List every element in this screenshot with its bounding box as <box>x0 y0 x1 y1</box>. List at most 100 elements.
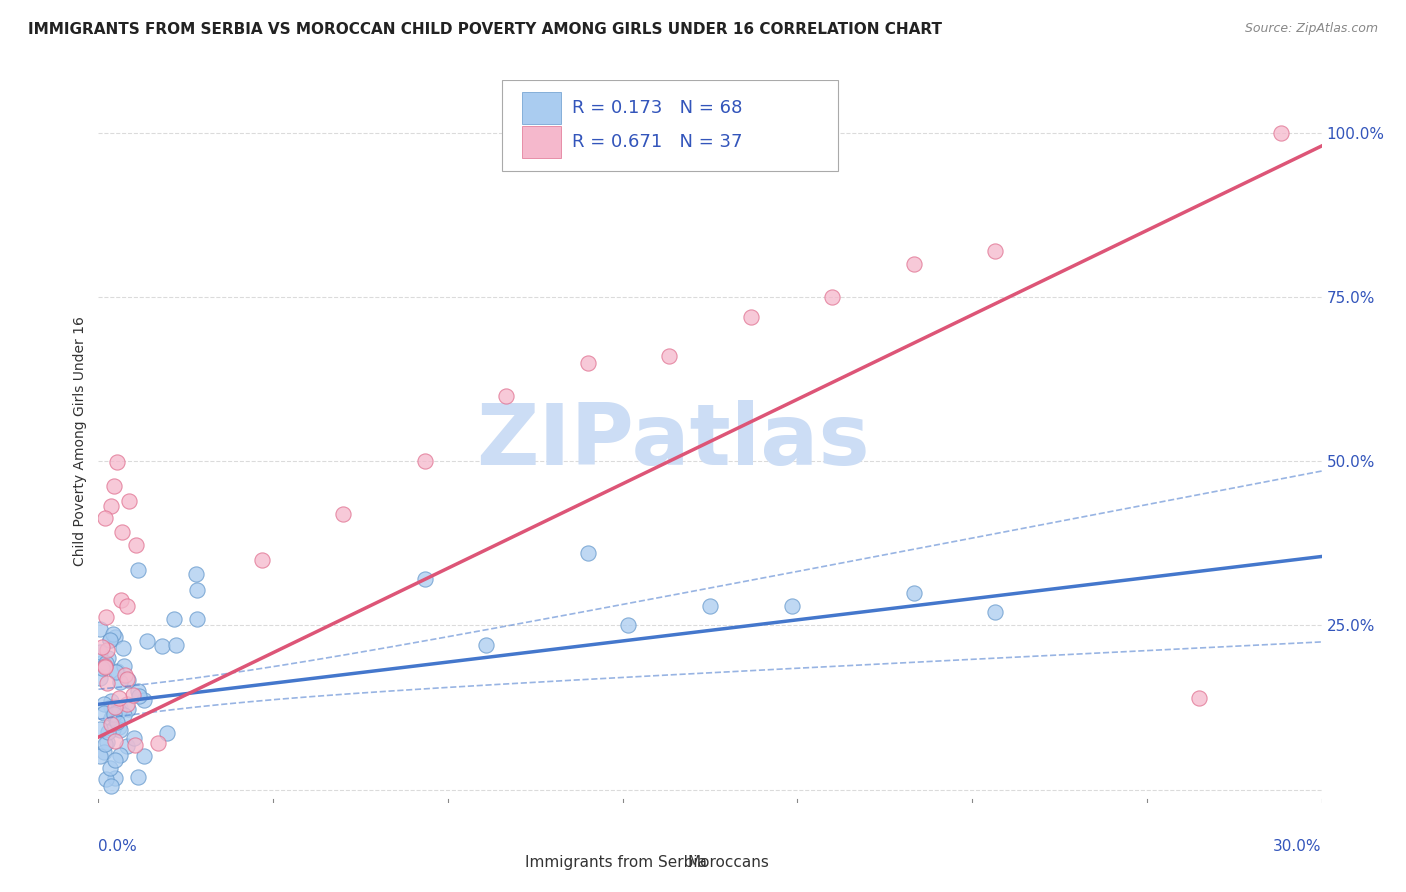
Point <box>100 779 122 793</box>
Point <box>89 749 111 764</box>
Point <box>93 660 115 674</box>
Text: R = 0.671   N = 37: R = 0.671 N = 37 <box>572 133 742 151</box>
Point <box>91 640 114 654</box>
Point <box>127 770 149 784</box>
Point <box>104 771 127 785</box>
Point <box>186 612 208 626</box>
Text: IMMIGRANTS FROM SERBIA VS MOROCCAN CHILD POVERTY AMONG GIRLS UNDER 16 CORRELATIO: IMMIGRANTS FROM SERBIA VS MOROCCAN CHILD… <box>28 22 942 37</box>
FancyBboxPatch shape <box>522 92 561 124</box>
Point <box>984 605 1007 619</box>
Point <box>108 720 131 734</box>
Point <box>117 739 139 753</box>
Point <box>117 673 139 687</box>
Text: 0.0%: 0.0% <box>98 838 138 854</box>
Text: 30.0%: 30.0% <box>1274 838 1322 854</box>
Point <box>94 657 117 671</box>
Point <box>100 694 122 708</box>
Point <box>108 690 131 705</box>
Point <box>658 349 681 363</box>
Point <box>163 612 186 626</box>
Point <box>984 244 1007 258</box>
Point <box>780 599 803 613</box>
Point <box>104 733 127 747</box>
Point <box>124 738 146 752</box>
Point <box>98 761 121 775</box>
Point <box>114 668 136 682</box>
Point <box>117 599 139 614</box>
Point <box>576 546 599 560</box>
Point <box>91 655 114 669</box>
Point <box>100 711 122 725</box>
Point <box>108 704 131 718</box>
Point <box>105 455 128 469</box>
Point <box>94 511 117 525</box>
Point <box>184 566 207 581</box>
Point <box>117 702 139 716</box>
Point <box>94 659 117 673</box>
Point <box>474 638 498 652</box>
FancyBboxPatch shape <box>522 126 561 158</box>
FancyBboxPatch shape <box>554 850 678 875</box>
Point <box>108 747 131 762</box>
Point <box>104 630 127 644</box>
Point <box>103 707 125 722</box>
Point <box>96 735 118 749</box>
Point <box>127 564 149 578</box>
Point <box>146 736 169 750</box>
Point <box>413 454 436 468</box>
Point <box>112 659 135 673</box>
Point <box>96 676 118 690</box>
Point <box>118 494 141 508</box>
Point <box>108 674 131 689</box>
FancyBboxPatch shape <box>682 850 775 875</box>
Text: R = 0.173   N = 68: R = 0.173 N = 68 <box>572 99 742 117</box>
Point <box>89 645 111 659</box>
Point <box>89 671 111 685</box>
Point <box>1270 126 1292 140</box>
Point <box>91 661 114 675</box>
Point <box>97 650 120 665</box>
FancyBboxPatch shape <box>502 80 838 170</box>
Point <box>104 753 127 767</box>
Point <box>101 708 124 723</box>
Point <box>136 633 159 648</box>
Point <box>115 697 138 711</box>
Point <box>124 731 146 745</box>
Point <box>117 672 139 686</box>
Point <box>495 388 517 402</box>
Point <box>132 749 155 764</box>
Point <box>111 524 134 539</box>
Point <box>96 643 118 657</box>
Point <box>112 708 135 723</box>
Point <box>110 593 132 607</box>
Point <box>105 664 128 678</box>
Point <box>332 507 354 521</box>
Point <box>93 697 115 711</box>
Point <box>89 722 111 736</box>
Text: Moroccans: Moroccans <box>688 855 769 871</box>
Point <box>104 665 127 679</box>
Point <box>98 633 121 648</box>
Point <box>617 618 640 632</box>
Point <box>150 639 173 653</box>
Point <box>127 684 149 698</box>
Point <box>740 310 762 324</box>
Point <box>89 622 111 636</box>
Point <box>104 700 127 714</box>
Point <box>94 737 117 751</box>
Point <box>98 633 121 648</box>
Point <box>105 714 128 729</box>
Point <box>108 723 131 737</box>
Text: Source: ZipAtlas.com: Source: ZipAtlas.com <box>1244 22 1378 36</box>
Point <box>101 722 124 736</box>
Text: ZIPatlas: ZIPatlas <box>477 400 870 483</box>
Point <box>821 290 844 304</box>
Point <box>128 689 150 703</box>
Point <box>124 538 146 552</box>
Point <box>250 553 273 567</box>
Text: Immigrants from Serbia: Immigrants from Serbia <box>524 855 707 871</box>
Y-axis label: Child Poverty Among Girls Under 16: Child Poverty Among Girls Under 16 <box>73 317 87 566</box>
Point <box>93 745 115 759</box>
Point <box>100 716 122 731</box>
Point <box>112 640 135 655</box>
